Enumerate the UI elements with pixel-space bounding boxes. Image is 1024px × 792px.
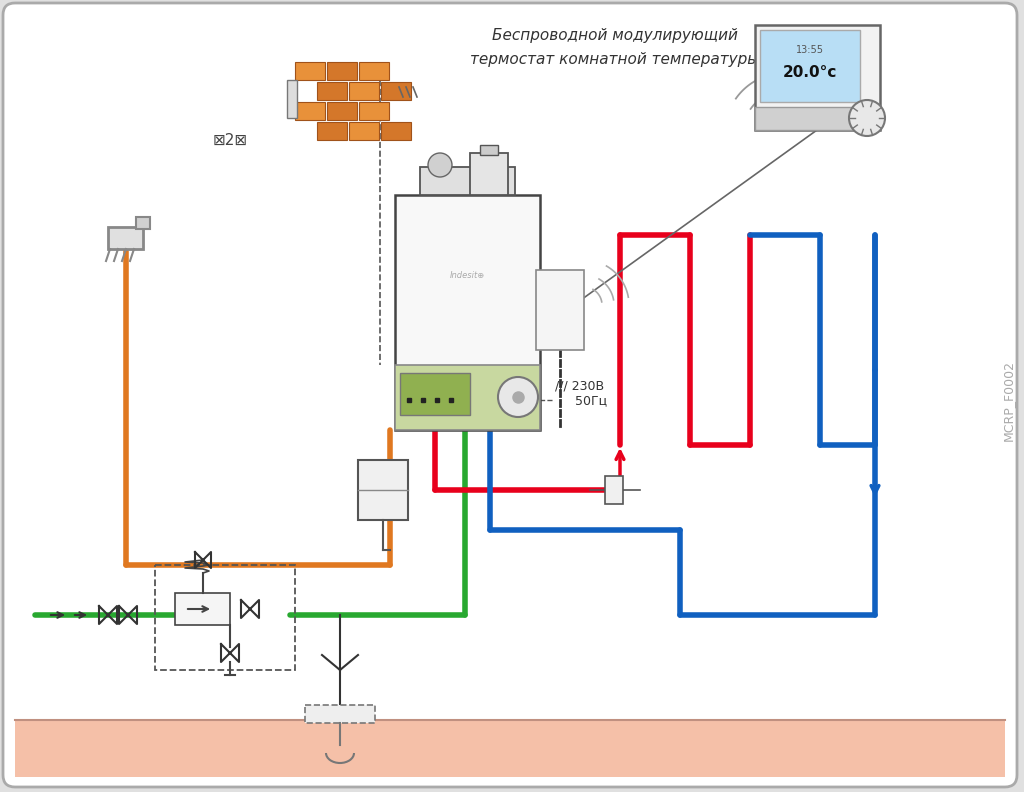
Bar: [136, 217, 150, 229]
Bar: [420, 167, 515, 195]
Bar: [317, 82, 347, 100]
Bar: [359, 102, 389, 120]
Bar: [400, 373, 470, 415]
Bar: [480, 145, 498, 155]
Bar: [15, 720, 1005, 777]
Bar: [327, 102, 357, 120]
Text: Indesit⊕: Indesit⊕: [450, 271, 484, 280]
Circle shape: [849, 100, 885, 136]
Bar: [605, 476, 623, 504]
Text: 13:55: 13:55: [796, 45, 824, 55]
Bar: [327, 62, 357, 80]
Bar: [470, 153, 508, 195]
Bar: [381, 82, 411, 100]
Bar: [295, 102, 325, 120]
Circle shape: [428, 153, 452, 177]
Bar: [755, 25, 880, 130]
Bar: [358, 460, 408, 520]
Text: термостат комнатной температуры: термостат комнатной температуры: [470, 52, 760, 67]
Text: ⊠2⊠: ⊠2⊠: [212, 133, 248, 148]
Text: MCRP_F0002: MCRP_F0002: [1001, 360, 1015, 440]
Bar: [536, 270, 584, 350]
Text: /// 230В
     50Гц: /// 230В 50Гц: [555, 379, 607, 407]
Bar: [317, 122, 347, 140]
Bar: [395, 195, 540, 430]
Bar: [349, 122, 379, 140]
Bar: [760, 30, 860, 102]
Bar: [359, 62, 389, 80]
Text: Беспроводной модулирующий: Беспроводной модулирующий: [493, 28, 738, 43]
Bar: [349, 82, 379, 100]
FancyBboxPatch shape: [3, 3, 1017, 787]
Bar: [155, 565, 295, 670]
Circle shape: [498, 377, 538, 417]
Bar: [305, 705, 375, 723]
Text: 20.0°c: 20.0°c: [782, 65, 838, 80]
Bar: [175, 593, 230, 625]
Bar: [395, 365, 540, 430]
Bar: [295, 62, 325, 80]
Bar: [108, 227, 143, 249]
Bar: [287, 80, 297, 118]
Bar: [381, 122, 411, 140]
Bar: [755, 107, 880, 130]
